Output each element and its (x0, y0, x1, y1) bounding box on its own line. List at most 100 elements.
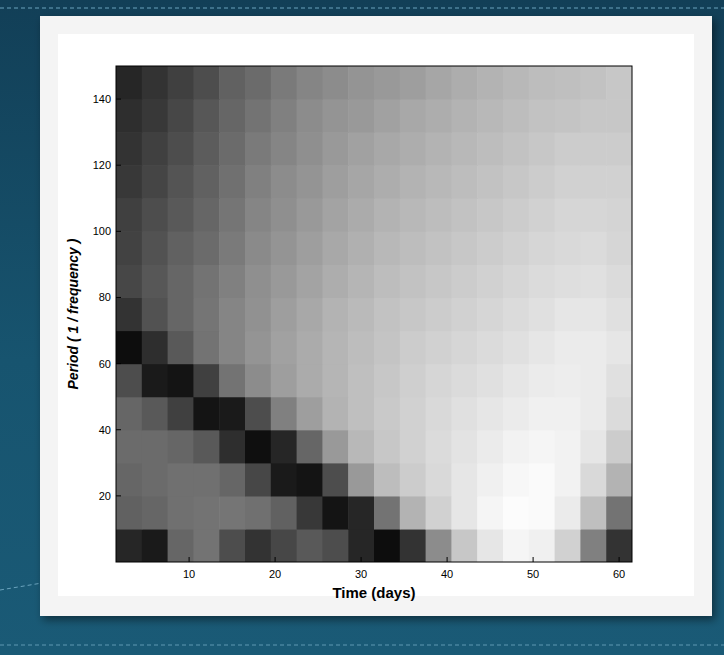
heatmap-cell (142, 529, 168, 562)
heatmap-cell (219, 529, 245, 562)
heatmap-cell (400, 99, 426, 133)
heatmap-cell (426, 132, 452, 166)
heatmap-cell (193, 198, 219, 232)
heatmap-cell (477, 463, 503, 497)
heatmap-cell (245, 463, 271, 497)
y-tick (116, 99, 121, 100)
heatmap-cell (297, 99, 323, 133)
y-tick (116, 363, 121, 364)
heatmap-cell (348, 165, 374, 199)
x-tick (275, 557, 276, 562)
heatmap-cell (348, 430, 374, 464)
heatmap-cell (219, 364, 245, 398)
heatmap-cell (322, 66, 348, 100)
heatmap-cell (555, 397, 581, 431)
heatmap-cell (374, 430, 400, 464)
y-tick-label: 60 (99, 358, 111, 370)
x-tick (619, 557, 620, 562)
heatmap-cell (426, 496, 452, 530)
heatmap-cell (580, 165, 606, 199)
y-tick-label: 20 (99, 490, 111, 502)
heatmap-cell (297, 198, 323, 232)
heatmap-cell (503, 297, 529, 331)
heatmap-cell (322, 364, 348, 398)
heatmap-cell (116, 496, 142, 530)
heatmap-cell (297, 430, 323, 464)
heatmap-cell (606, 529, 632, 562)
heatmap-cell (245, 430, 271, 464)
heatmap-cell (193, 231, 219, 265)
x-tick (447, 557, 448, 562)
heatmap-cell (271, 165, 297, 199)
heatmap-cell (116, 66, 142, 100)
heatmap-cell (348, 463, 374, 497)
heatmap-cell (116, 529, 142, 562)
heatmap-cell (606, 231, 632, 265)
heatmap-cell (477, 165, 503, 199)
heatmap-cell (374, 231, 400, 265)
heatmap-cell (477, 264, 503, 298)
heatmap-cell (529, 66, 555, 100)
heatmap-cell (271, 264, 297, 298)
heatmap-cell (606, 331, 632, 365)
heatmap-cell (219, 463, 245, 497)
heatmap-cell (555, 430, 581, 464)
heatmap-cell (400, 297, 426, 331)
heatmap-cell (503, 165, 529, 199)
heatmap-cell (322, 198, 348, 232)
heatmap-cell (503, 66, 529, 100)
heatmap-cell (322, 297, 348, 331)
heatmap-cell (606, 66, 632, 100)
heatmap-cell (193, 331, 219, 365)
heatmap-cell (451, 165, 477, 199)
heatmap-cell (271, 132, 297, 166)
heatmap-cell (555, 364, 581, 398)
x-tick-label: 30 (355, 568, 367, 580)
heatmap-cell (555, 331, 581, 365)
heatmap-cell (529, 331, 555, 365)
heatmap-cell (116, 463, 142, 497)
decor-line (0, 8, 724, 9)
heatmap-cell (451, 132, 477, 166)
x-tick (533, 557, 534, 562)
heatmap-cell (116, 297, 142, 331)
heatmap-cell (142, 364, 168, 398)
heatmap-cell (219, 297, 245, 331)
heatmap-cell (168, 496, 194, 530)
heatmap-cell (503, 132, 529, 166)
heatmap-cell (142, 198, 168, 232)
heatmap-cell (529, 165, 555, 199)
heatmap-cell (245, 66, 271, 100)
heatmap-cell (580, 496, 606, 530)
heatmap-cell (142, 132, 168, 166)
heatmap-cell (400, 364, 426, 398)
heatmap-cell (348, 132, 374, 166)
heatmap-cell (245, 331, 271, 365)
heatmap-cell (426, 198, 452, 232)
heatmap-cell (426, 231, 452, 265)
heatmap-cell (193, 463, 219, 497)
heatmap-cell (529, 198, 555, 232)
heatmap-cell (193, 529, 219, 562)
heatmap-cell (451, 297, 477, 331)
heatmap-cell (374, 529, 400, 562)
heatmap-cell (271, 463, 297, 497)
heatmap-cell (348, 99, 374, 133)
heatmap-cell (426, 66, 452, 100)
heatmap-cell (374, 66, 400, 100)
heatmap-cell (142, 66, 168, 100)
heatmap-cell (322, 264, 348, 298)
heatmap-cell (503, 331, 529, 365)
heatmap-cell (529, 529, 555, 562)
heatmap-cell (400, 165, 426, 199)
heatmap-cell (374, 297, 400, 331)
heatmap-cell (116, 132, 142, 166)
heatmap-cell (580, 231, 606, 265)
heatmap-cell (477, 297, 503, 331)
heatmap-cell (400, 66, 426, 100)
heatmap-cell (580, 198, 606, 232)
heatmap-cell (503, 264, 529, 298)
heatmap-cell (477, 430, 503, 464)
heatmap-cell (245, 231, 271, 265)
heatmap-cell (426, 364, 452, 398)
